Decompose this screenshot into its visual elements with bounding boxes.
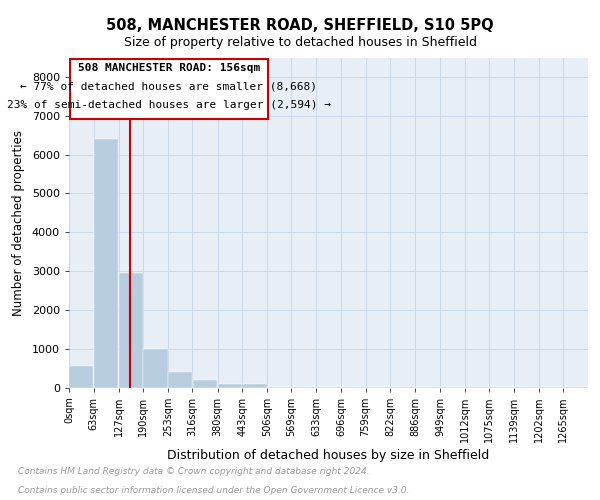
Bar — [267, 386, 291, 388]
FancyBboxPatch shape — [70, 60, 268, 119]
Text: 23% of semi-detached houses are larger (2,594) →: 23% of semi-detached houses are larger (… — [7, 100, 331, 110]
Text: 508 MANCHESTER ROAD: 156sqm: 508 MANCHESTER ROAD: 156sqm — [77, 62, 260, 72]
Bar — [242, 384, 266, 388]
Text: Contains HM Land Registry data © Crown copyright and database right 2024.: Contains HM Land Registry data © Crown c… — [18, 467, 370, 476]
Bar — [94, 139, 118, 388]
Bar — [193, 380, 217, 388]
Bar — [143, 348, 167, 388]
Bar — [119, 273, 143, 388]
Text: Contains public sector information licensed under the Open Government Licence v3: Contains public sector information licen… — [18, 486, 409, 495]
Bar — [168, 372, 193, 388]
X-axis label: Distribution of detached houses by size in Sheffield: Distribution of detached houses by size … — [167, 449, 490, 462]
Bar — [69, 366, 94, 388]
Text: Size of property relative to detached houses in Sheffield: Size of property relative to detached ho… — [124, 36, 476, 49]
Text: ← 77% of detached houses are smaller (8,668): ← 77% of detached houses are smaller (8,… — [20, 81, 317, 91]
Y-axis label: Number of detached properties: Number of detached properties — [12, 130, 25, 316]
Text: 508, MANCHESTER ROAD, SHEFFIELD, S10 5PQ: 508, MANCHESTER ROAD, SHEFFIELD, S10 5PQ — [106, 18, 494, 32]
Bar — [218, 384, 242, 388]
